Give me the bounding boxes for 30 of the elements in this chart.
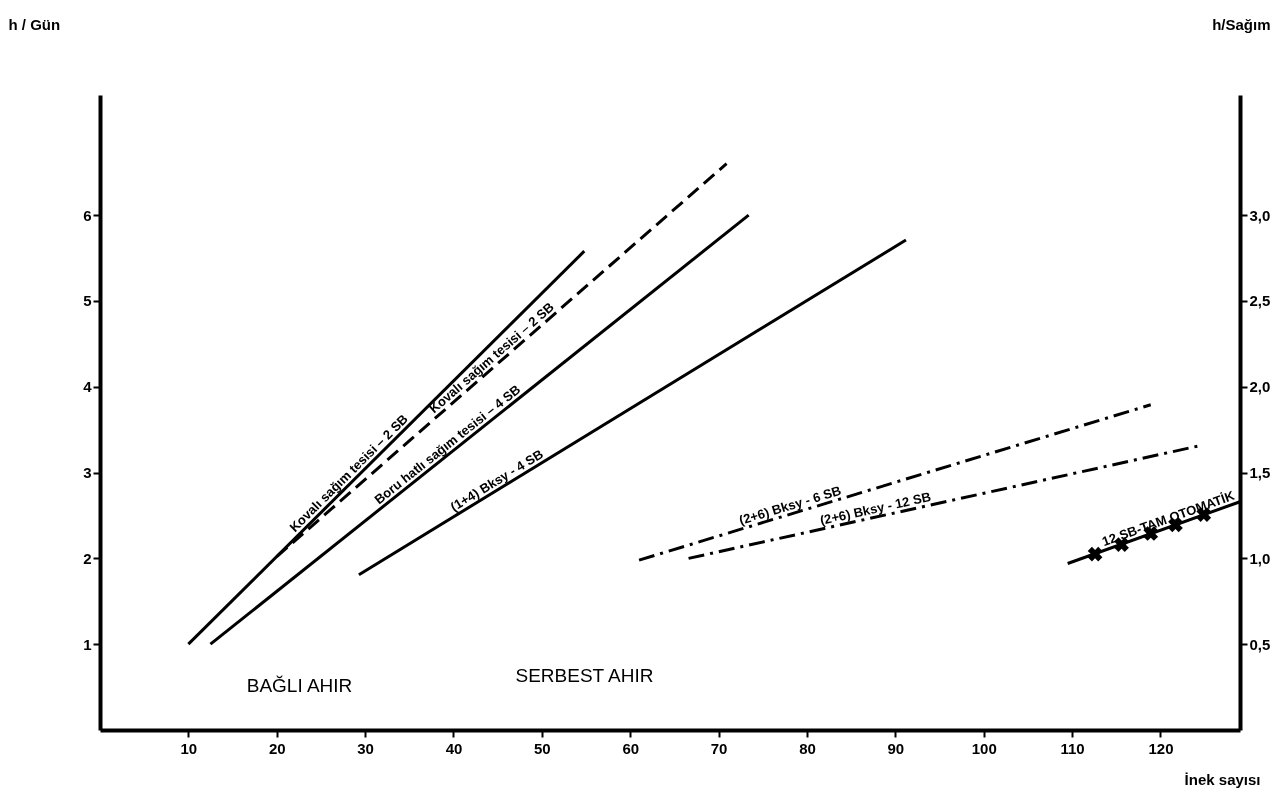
x-tick-label: 90: [887, 739, 905, 757]
x-tick-label: 80: [799, 739, 816, 757]
x-tick-label: 30: [357, 739, 374, 757]
annotation: SERBEST AHIR: [515, 665, 654, 687]
y2-tick-label: 1,0: [1249, 549, 1271, 567]
x-tick-label: 20: [268, 739, 286, 757]
y-axis-title: h / Gün: [8, 15, 61, 33]
x-tick-label: 10: [180, 739, 198, 757]
y-tick-label: 4: [83, 378, 93, 396]
x-tick-label: 120: [1148, 739, 1174, 757]
y2-tick-label: 0,5: [1249, 635, 1271, 653]
y2-axis-title: h/Sağım: [1212, 15, 1271, 33]
x-tick-label: 40: [445, 739, 463, 757]
x-tick-label: 50: [534, 739, 551, 757]
annotation: BAĞLI AHIR: [246, 674, 353, 696]
x-tick-label: 70: [710, 739, 728, 757]
x-tick-label: 60: [622, 739, 640, 757]
x-tick-label: 100: [971, 739, 997, 757]
y-tick-label: 2: [83, 549, 92, 567]
y-tick-label: 1: [83, 635, 92, 653]
y2-tick-label: 3,0: [1249, 206, 1271, 224]
point: [1087, 546, 1103, 562]
y-tick-label: 3: [83, 464, 92, 482]
y-tick-label: 6: [83, 206, 92, 224]
y2-tick-label: 2,5: [1249, 292, 1271, 310]
x-axis-title: İnek sayısı: [1184, 770, 1261, 788]
x-tick-label: 110: [1060, 739, 1085, 757]
y2-tick-label: 1,5: [1249, 464, 1271, 482]
y2-tick-label: 2,0: [1249, 378, 1271, 396]
y-tick-label: 5: [83, 292, 92, 310]
